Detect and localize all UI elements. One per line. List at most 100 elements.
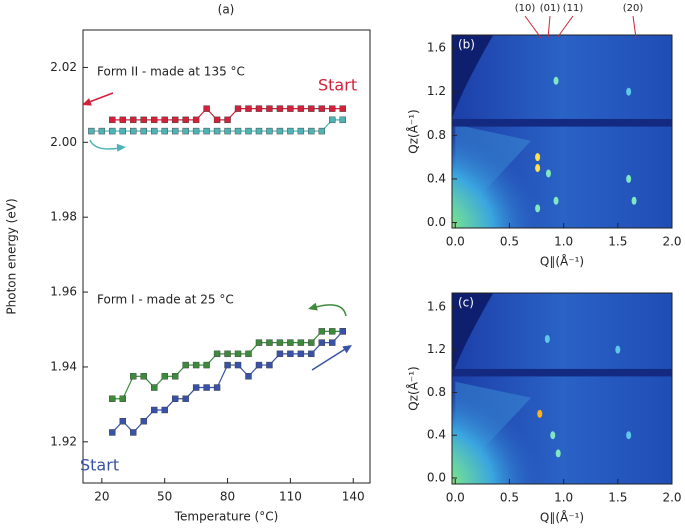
- peak-pointer: [632, 15, 637, 39]
- x-axis-label: Q∥(Å⁻¹): [540, 254, 584, 269]
- marker: [308, 350, 315, 358]
- marker: [276, 350, 284, 358]
- marker: [245, 350, 252, 358]
- x-tick-label: 20: [94, 490, 109, 504]
- frame: [82, 29, 371, 484]
- marker: [255, 339, 263, 346]
- y-tick-label: 0.0: [427, 215, 446, 229]
- marker: [182, 127, 189, 135]
- bragg-spot: [626, 431, 632, 440]
- arrow: [311, 345, 351, 371]
- x-tick-label: 1.5: [608, 235, 627, 249]
- marker: [192, 127, 200, 135]
- y-tick-label: 2.00: [50, 135, 77, 149]
- marker: [255, 105, 263, 112]
- marker: [182, 116, 189, 124]
- marker: [203, 105, 210, 112]
- marker: [130, 127, 137, 135]
- marker: [192, 361, 200, 369]
- x-tick-label: 2.0: [662, 491, 681, 505]
- marker: [224, 350, 231, 358]
- y-tick-label: 0.4: [427, 428, 446, 442]
- marker: [213, 350, 221, 358]
- marker: [161, 373, 168, 380]
- marker: [171, 373, 179, 380]
- marker: [161, 406, 168, 414]
- annotation: Start: [80, 456, 119, 475]
- y-tick-label: 0.8: [427, 128, 446, 142]
- bragg-spot: [535, 164, 541, 173]
- marker: [234, 361, 242, 369]
- marker: [109, 116, 116, 124]
- marker: [192, 116, 200, 124]
- bragg-spot: [553, 196, 559, 205]
- x-tick-label: 110: [279, 490, 302, 504]
- series-line: [111, 330, 344, 434]
- detector-gap: [452, 368, 672, 377]
- y-axis-label: Qz(Å⁻¹): [406, 109, 421, 153]
- y-tick-label: 0.0: [427, 471, 446, 485]
- marker: [151, 116, 158, 124]
- marker: [203, 384, 210, 391]
- bragg-spot: [626, 174, 632, 183]
- y-tick-label: 1.94: [50, 359, 77, 373]
- marker: [119, 418, 127, 425]
- bragg-spot: [545, 169, 551, 178]
- marker: [151, 384, 158, 391]
- marker: [318, 105, 326, 112]
- marker: [339, 105, 346, 112]
- y-tick-label: 1.2: [427, 84, 446, 98]
- bragg-spot: [535, 153, 541, 162]
- marker: [130, 116, 137, 124]
- y-tick-label: 1.96: [50, 285, 77, 299]
- marker: [119, 116, 127, 124]
- marker: [329, 105, 336, 112]
- peak-label: (20): [623, 3, 644, 14]
- marker: [88, 127, 95, 135]
- x-tick-label: 140: [342, 490, 365, 504]
- marker: [224, 127, 231, 135]
- x-tick-label: 1.0: [554, 235, 573, 249]
- marker: [276, 105, 284, 112]
- image-content: [452, 293, 672, 484]
- peak-pointer: [556, 15, 574, 39]
- annotation: Form I - made at 25 °C: [97, 293, 234, 307]
- y-tick-label: 1.2: [427, 342, 446, 356]
- marker: [203, 361, 210, 369]
- marker: [339, 328, 346, 335]
- marker: [297, 127, 305, 135]
- y-tick-label: 1.92: [50, 434, 77, 448]
- marker: [287, 339, 294, 346]
- annotation: Form II - made at 135 °C: [97, 65, 245, 79]
- marker: [171, 116, 179, 124]
- y-tick-label: 0.4: [427, 171, 446, 185]
- marker: [329, 116, 336, 124]
- marker: [98, 127, 106, 135]
- peak-label: (10): [515, 3, 536, 14]
- marker: [140, 127, 147, 135]
- x-tick-label: 1.0: [554, 491, 573, 505]
- marker: [266, 339, 273, 346]
- marker: [151, 127, 158, 135]
- peak-label: (11): [563, 3, 584, 14]
- marker: [287, 105, 294, 112]
- marker: [213, 116, 221, 124]
- marker: [308, 105, 315, 112]
- x-tick-label: 0.0: [446, 491, 465, 505]
- marker: [182, 395, 189, 402]
- marker: [182, 361, 189, 369]
- bragg-spot: [615, 345, 621, 354]
- bragg-spot: [626, 87, 632, 96]
- arrow-head: [308, 302, 318, 311]
- panel-label: (c): [458, 296, 474, 310]
- bragg-spot: [550, 431, 556, 440]
- diffraction-image: [451, 292, 673, 485]
- y-tick-label: 1.6: [427, 299, 446, 313]
- marker: [213, 127, 221, 135]
- marker: [171, 395, 179, 402]
- x-tick-label: 0.5: [500, 491, 519, 505]
- marker: [161, 127, 168, 135]
- detector-gap: [452, 118, 672, 127]
- marker: [255, 127, 263, 135]
- marker: [276, 127, 284, 135]
